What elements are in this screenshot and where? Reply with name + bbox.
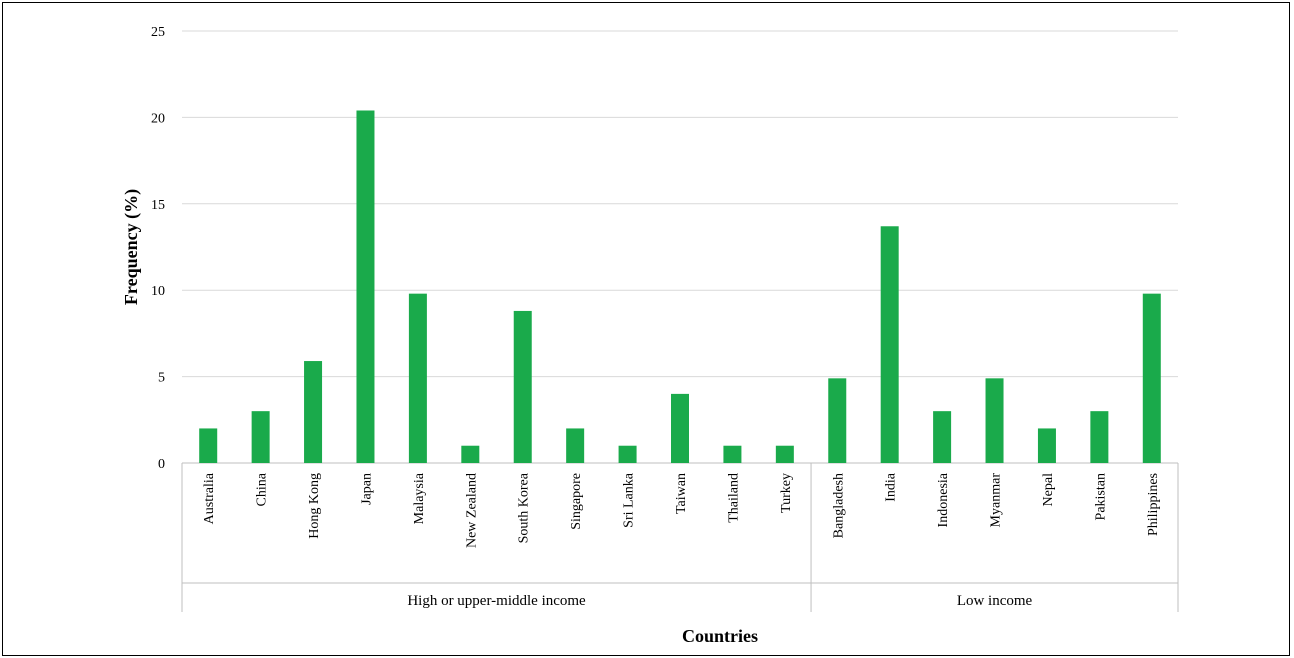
bar	[933, 411, 952, 463]
bars	[199, 110, 1161, 463]
bar	[723, 445, 742, 463]
bar	[1037, 428, 1056, 463]
x-tick-label: India	[884, 472, 899, 502]
category-labels: Australia China Hong Kong Japan Malaysia New …	[202, 472, 1161, 548]
bar	[985, 378, 1004, 463]
bar	[199, 428, 218, 463]
bar	[461, 445, 480, 463]
y-tick-label: 0	[158, 457, 165, 472]
x-tick-label: Myanmar	[989, 473, 1004, 528]
bar	[1142, 293, 1161, 463]
gridlines	[182, 30, 1178, 464]
y-tick-label: 15	[151, 198, 165, 213]
bar	[304, 361, 323, 463]
x-tick-label: Sri Lanka	[622, 472, 637, 528]
bar	[671, 393, 689, 463]
y-tick-label: 5	[158, 371, 165, 386]
bar	[618, 445, 637, 463]
y-tick-label: 20	[151, 111, 165, 126]
x-tick-label: China	[255, 472, 270, 506]
bar	[356, 110, 375, 463]
bar	[828, 378, 847, 463]
x-tick-label: Hong Kong	[307, 473, 322, 539]
group-labels: High or upper-middle income Low income	[181, 463, 1179, 612]
x-tick-label: Indonesia	[936, 472, 951, 527]
x-tick-label: Taiwan	[674, 473, 689, 514]
bar	[251, 411, 270, 463]
bar	[1090, 411, 1109, 463]
bar	[566, 428, 585, 463]
y-tick-label: 10	[151, 284, 165, 299]
bar	[408, 293, 427, 463]
x-tick-label: Bangladesh	[831, 473, 846, 538]
x-tick-label: New Zealand	[464, 473, 479, 548]
x-tick-label: Nepal	[1041, 473, 1056, 507]
x-tick-label: Japan	[359, 473, 374, 505]
bar	[513, 310, 532, 463]
group-label: Low income	[957, 593, 1033, 609]
y-tick-label: 25	[151, 25, 165, 40]
y-tick-labels: 0 5 10 15 20 25	[151, 25, 165, 472]
y-axis-title: Frequency (%)	[121, 189, 142, 305]
x-axis-title: Countries	[682, 626, 758, 646]
x-tick-label: Thailand	[726, 473, 741, 523]
x-tick-label: Australia	[202, 472, 217, 524]
x-tick-label: Malaysia	[412, 472, 427, 524]
x-tick-label: Turkey	[779, 473, 794, 513]
x-tick-label: South Korea	[517, 472, 532, 543]
x-tick-label: Philippines	[1146, 473, 1161, 536]
x-tick-label: Pakistan	[1093, 473, 1108, 520]
x-tick-label: Singapore	[569, 473, 584, 530]
bar	[880, 226, 899, 463]
group-label: High or upper-middle income	[407, 593, 586, 609]
bar	[775, 445, 794, 463]
